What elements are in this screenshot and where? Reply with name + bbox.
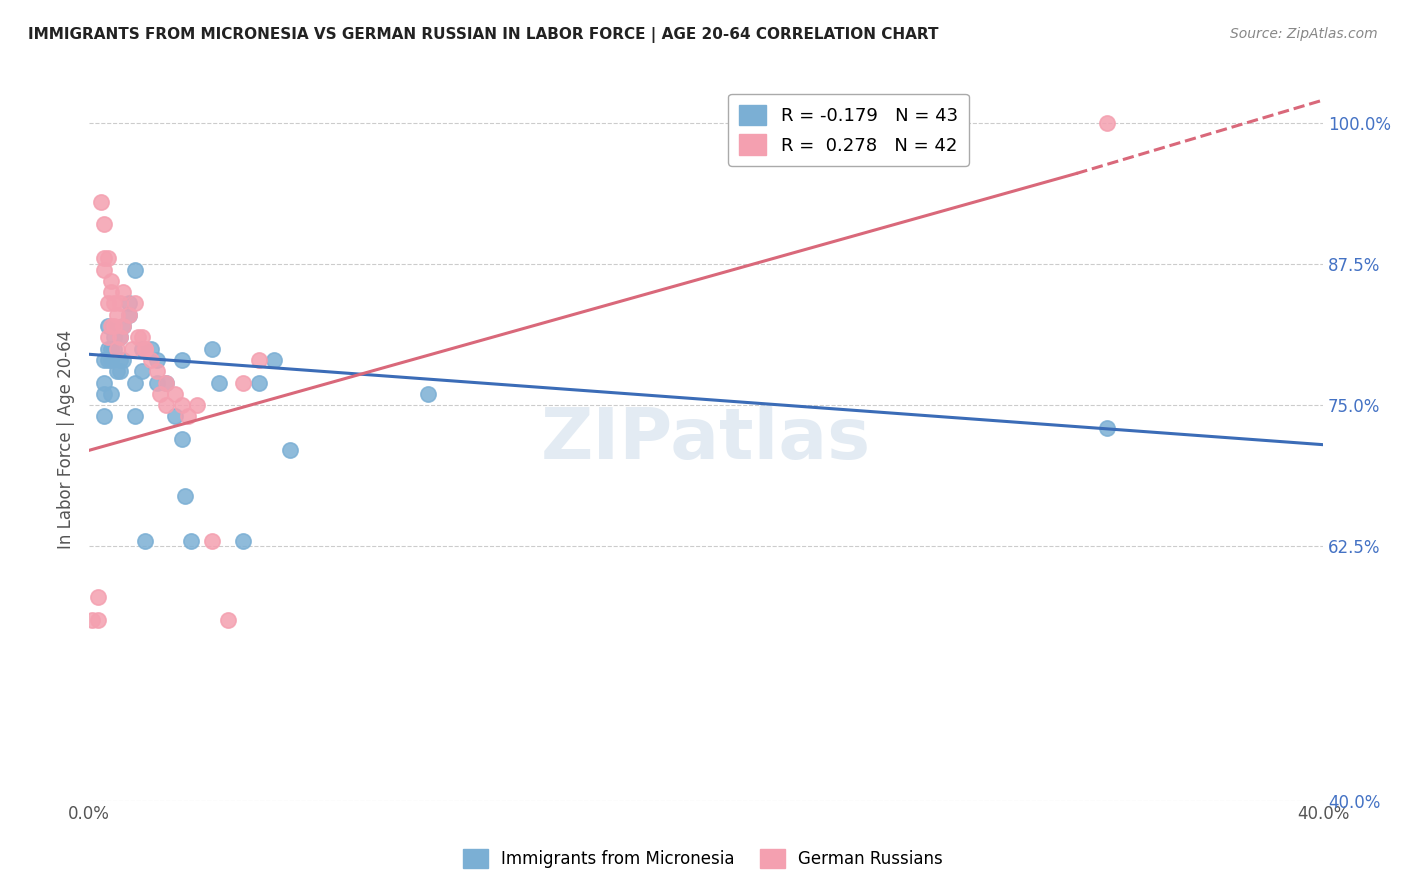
Point [97,296,120,310]
Point [131,364,153,378]
Text: ZIPatlas: ZIPatlas [541,405,872,474]
Point [134,533,156,548]
Point [111,319,134,334]
Point [131,342,153,356]
Point [97,330,120,344]
Point [232,376,254,390]
Point [90,194,112,209]
Point [103,342,125,356]
Point [263,353,285,368]
Point [186,398,208,412]
Point [100,387,122,401]
Point [118,308,141,322]
Text: IMMIGRANTS FROM MICRONESIA VS GERMAN RUSSIAN IN LABOR FORCE | AGE 20-64 CORRELAT: IMMIGRANTS FROM MICRONESIA VS GERMAN RUS… [28,27,939,43]
Point [155,376,177,390]
Point [100,274,122,288]
Point [146,376,169,390]
Point [247,376,270,390]
Point [108,296,131,310]
Point [93,409,115,424]
Point [97,319,120,334]
Point [93,353,115,368]
Point [418,387,440,401]
Point [93,262,115,277]
Point [97,252,120,266]
Legend: Immigrants from Micronesia, German Russians: Immigrants from Micronesia, German Russi… [457,842,949,875]
Point [93,217,115,231]
Point [173,489,195,503]
Point [124,376,146,390]
Point [103,296,125,310]
Point [1095,421,1118,435]
Point [100,319,122,334]
Point [108,330,131,344]
Point [97,353,120,368]
Point [208,376,231,390]
Point [146,364,169,378]
Point [82,613,104,627]
Point [180,533,202,548]
Point [105,364,128,378]
Point [108,353,131,368]
Point [111,319,134,334]
Point [103,319,125,334]
Point [93,376,115,390]
Point [108,330,131,344]
Point [124,262,146,277]
Point [278,443,301,458]
Point [247,353,270,368]
Point [124,409,146,424]
Point [201,342,224,356]
Point [93,252,115,266]
Point [93,387,115,401]
Point [100,353,122,368]
Legend: R = -0.179   N = 43, R =  0.278   N = 42: R = -0.179 N = 43, R = 0.278 N = 42 [728,94,969,166]
Point [100,342,122,356]
Point [201,533,224,548]
Point [139,342,162,356]
Point [131,330,153,344]
Y-axis label: In Labor Force | Age 20-64: In Labor Force | Age 20-64 [58,329,75,549]
Point [1095,115,1118,129]
Point [105,308,128,322]
Point [165,387,187,401]
Point [87,591,110,605]
Point [155,398,177,412]
Point [155,376,177,390]
Point [134,342,156,356]
Point [87,613,110,627]
Point [170,398,193,412]
Point [118,308,141,322]
Point [217,613,239,627]
Point [134,342,156,356]
Point [139,353,162,368]
Point [127,330,149,344]
Point [118,296,141,310]
Point [232,533,254,548]
Point [100,285,122,300]
Point [149,387,172,401]
Point [124,296,146,310]
Point [103,330,125,344]
Point [105,342,128,356]
Point [111,285,134,300]
Text: Source: ZipAtlas.com: Source: ZipAtlas.com [1230,27,1378,41]
Point [170,432,193,446]
Point [97,342,120,356]
Point [108,364,131,378]
Point [170,353,193,368]
Point [121,342,143,356]
Point [111,353,134,368]
Point [165,409,187,424]
Point [177,409,200,424]
Point [146,353,169,368]
